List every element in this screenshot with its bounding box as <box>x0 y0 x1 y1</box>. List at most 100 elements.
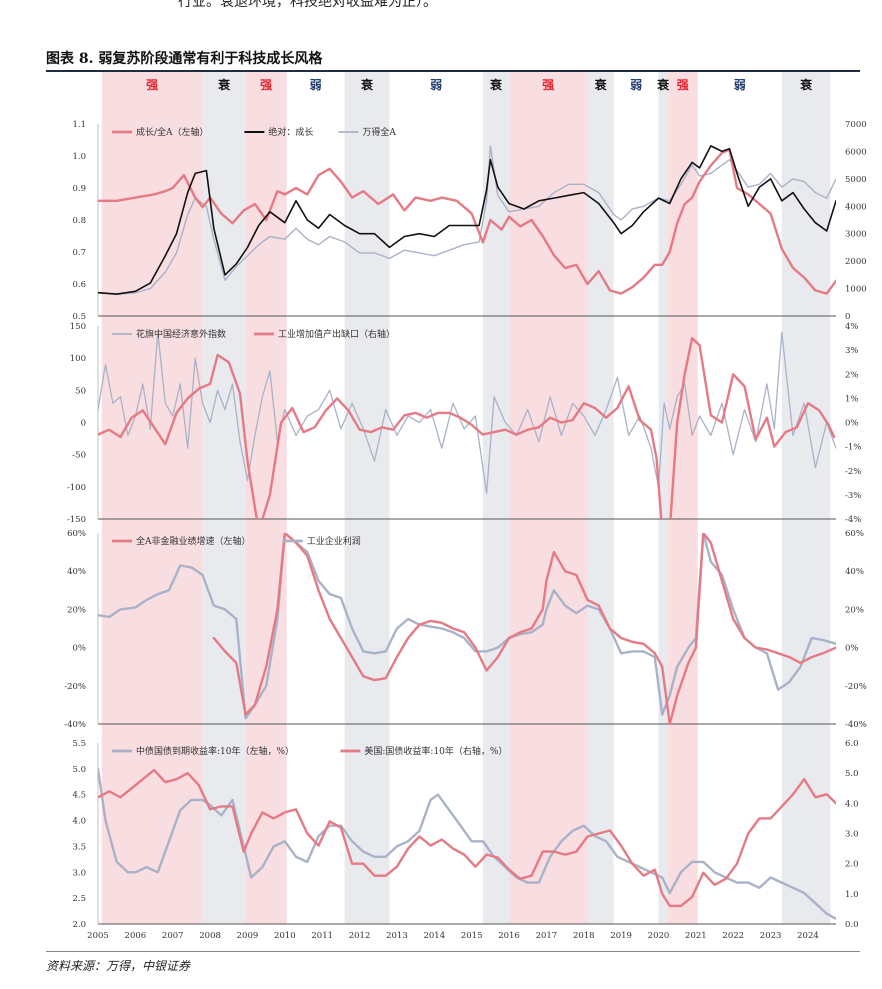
regime-label-3: 弱 <box>310 77 322 92</box>
x-tick-label: 2013 <box>386 931 408 941</box>
left-tick-label: 150 <box>70 322 86 332</box>
source-note: 资料来源：万得，中银证券 <box>46 959 191 973</box>
right-tick-label: 1000 <box>845 285 867 295</box>
right-tick-label: 1.0 <box>845 890 859 900</box>
right-tick-label: 0.0 <box>845 920 859 930</box>
right-tick-label: 4000 <box>845 202 867 212</box>
left-tick-label: 0.9 <box>72 184 86 194</box>
left-tick-label: 0 <box>81 419 86 429</box>
regime-label-12: 弱 <box>734 77 746 92</box>
x-tick-label: 2014 <box>423 931 445 941</box>
regime-label-4: 衰 <box>360 77 374 92</box>
right-tick-label: 0 <box>845 312 850 322</box>
x-tick-label: 2023 <box>760 931 782 941</box>
x-tick-label: 2018 <box>573 931 595 941</box>
right-tick-label: 1% <box>845 394 859 404</box>
series-line-earnings-0 <box>212 533 836 724</box>
regime-label-10: 衰 <box>656 77 670 92</box>
left-tick-label: 0% <box>73 644 87 654</box>
series-line-style-0 <box>98 148 836 295</box>
legend-label: 工业企业利润 <box>307 535 361 547</box>
regime-label-8: 衰 <box>594 77 608 92</box>
right-tick-label: 3.0 <box>845 830 859 840</box>
x-tick-label: 2010 <box>274 931 296 941</box>
x-tick-label: 2020 <box>648 931 670 941</box>
left-tick-label: 60% <box>67 529 86 539</box>
right-tick-label: 3% <box>845 346 859 356</box>
series-line-earnings-1 <box>98 533 836 720</box>
left-tick-label: 50 <box>75 386 86 396</box>
regime-band-6 <box>482 72 510 924</box>
regime-band-2 <box>245 72 287 924</box>
regime-band-8 <box>587 72 614 924</box>
x-tick-label: 2008 <box>199 931 221 941</box>
right-tick-label: -20% <box>845 682 867 692</box>
x-tick-label: 2022 <box>722 931 744 941</box>
regime-bands <box>101 72 831 924</box>
right-tick-label: 4% <box>845 322 859 332</box>
x-tick-label: 2009 <box>237 931 259 941</box>
right-tick-label: 3000 <box>845 230 867 240</box>
right-tick-label: 0% <box>845 644 859 654</box>
regime-band-10 <box>658 72 668 924</box>
regime-label-6: 衰 <box>489 77 503 92</box>
regime-band-4 <box>344 72 390 924</box>
regime-label-13: 衰 <box>799 77 813 92</box>
right-tick-label: 5000 <box>845 175 867 185</box>
regime-labels: 强衰强弱衰弱衰强衰弱衰强弱衰 <box>146 77 813 92</box>
regime-chart: 0.50.60.70.80.91.01.10100020003000400050… <box>64 72 867 941</box>
x-tick-label: 2011 <box>311 931 333 941</box>
left-tick-label: -20% <box>64 682 86 692</box>
x-tick-label: 2024 <box>797 931 819 941</box>
title-rule <box>46 70 860 72</box>
right-tick-label: 7000 <box>845 120 867 130</box>
x-tick-label: 2016 <box>498 931 520 941</box>
legend-label: 万得全A <box>362 126 396 138</box>
figure-title: 图表 8. 弱复苏阶段通常有利于科技成长风格 <box>46 51 323 67</box>
left-tick-label: 20% <box>67 605 86 615</box>
left-tick-label: 0.5 <box>72 312 86 322</box>
right-tick-label: 60% <box>845 529 864 539</box>
panel-macro: -150 -100 -50 0 50 100 150 -4% -3% -2% -1% 0% 1% 2% 3%… <box>67 322 861 525</box>
series-line-rates-1 <box>98 768 836 908</box>
legend-label: 全A非金融业绩增速（左轴） <box>136 535 251 547</box>
left-tick-label: 5.5 <box>72 739 86 749</box>
left-tick-label: 3.5 <box>72 842 86 852</box>
regime-label-1: 衰 <box>217 77 231 92</box>
right-tick-label: 5.0 <box>845 769 859 779</box>
series-line-macro-0 <box>98 331 836 494</box>
legend-label: 成长/全A（左轴） <box>136 126 209 138</box>
chart-panels: 0.50.60.70.80.91.01.10100020003000400050… <box>64 120 867 930</box>
right-tick-label: 2% <box>845 370 859 380</box>
left-tick-label: 0.8 <box>72 216 86 226</box>
left-tick-label: 4.0 <box>72 817 86 827</box>
right-tick-label: -2% <box>845 467 861 477</box>
x-tick-label: 2006 <box>125 931 147 941</box>
left-tick-label: 1.1 <box>72 120 86 130</box>
regime-label-9: 弱 <box>630 77 642 92</box>
x-tick-label: 2021 <box>685 931 707 941</box>
right-tick-label: 2000 <box>845 257 867 267</box>
right-tick-label: -1% <box>845 443 861 453</box>
right-tick-label: 2.0 <box>845 860 859 870</box>
regime-band-1 <box>202 72 246 924</box>
x-tick-label: 2012 <box>349 931 371 941</box>
intro-text: 行业。衰退环境，科技绝对收益难为正）。 <box>178 0 437 10</box>
left-tick-label: 100 <box>70 354 86 364</box>
left-tick-label: 0.6 <box>72 280 86 290</box>
x-tick-label: 2017 <box>536 931 558 941</box>
x-tick-label: 2019 <box>610 931 632 941</box>
regime-label-2: 强 <box>260 78 272 92</box>
right-tick-label: 6000 <box>845 147 867 157</box>
legend-label: 工业增加值产出缺口（右轴） <box>278 328 395 340</box>
series-line-style-1 <box>98 145 836 295</box>
left-tick-label: 5.0 <box>72 765 86 775</box>
right-tick-label: 0% <box>845 419 859 429</box>
panel-style: 0.5 0.6 0.7 0.8 0.9 1.0 1.1 0 1000 2000 3000 4000 50… <box>72 120 866 322</box>
left-tick-label: 2.5 <box>72 894 86 904</box>
left-tick-label: 3.0 <box>72 868 86 878</box>
left-tick-label: 4.5 <box>72 791 86 801</box>
regime-label-7: 强 <box>542 78 554 92</box>
right-tick-label: -3% <box>845 491 861 501</box>
x-tick-label: 2007 <box>162 931 184 941</box>
